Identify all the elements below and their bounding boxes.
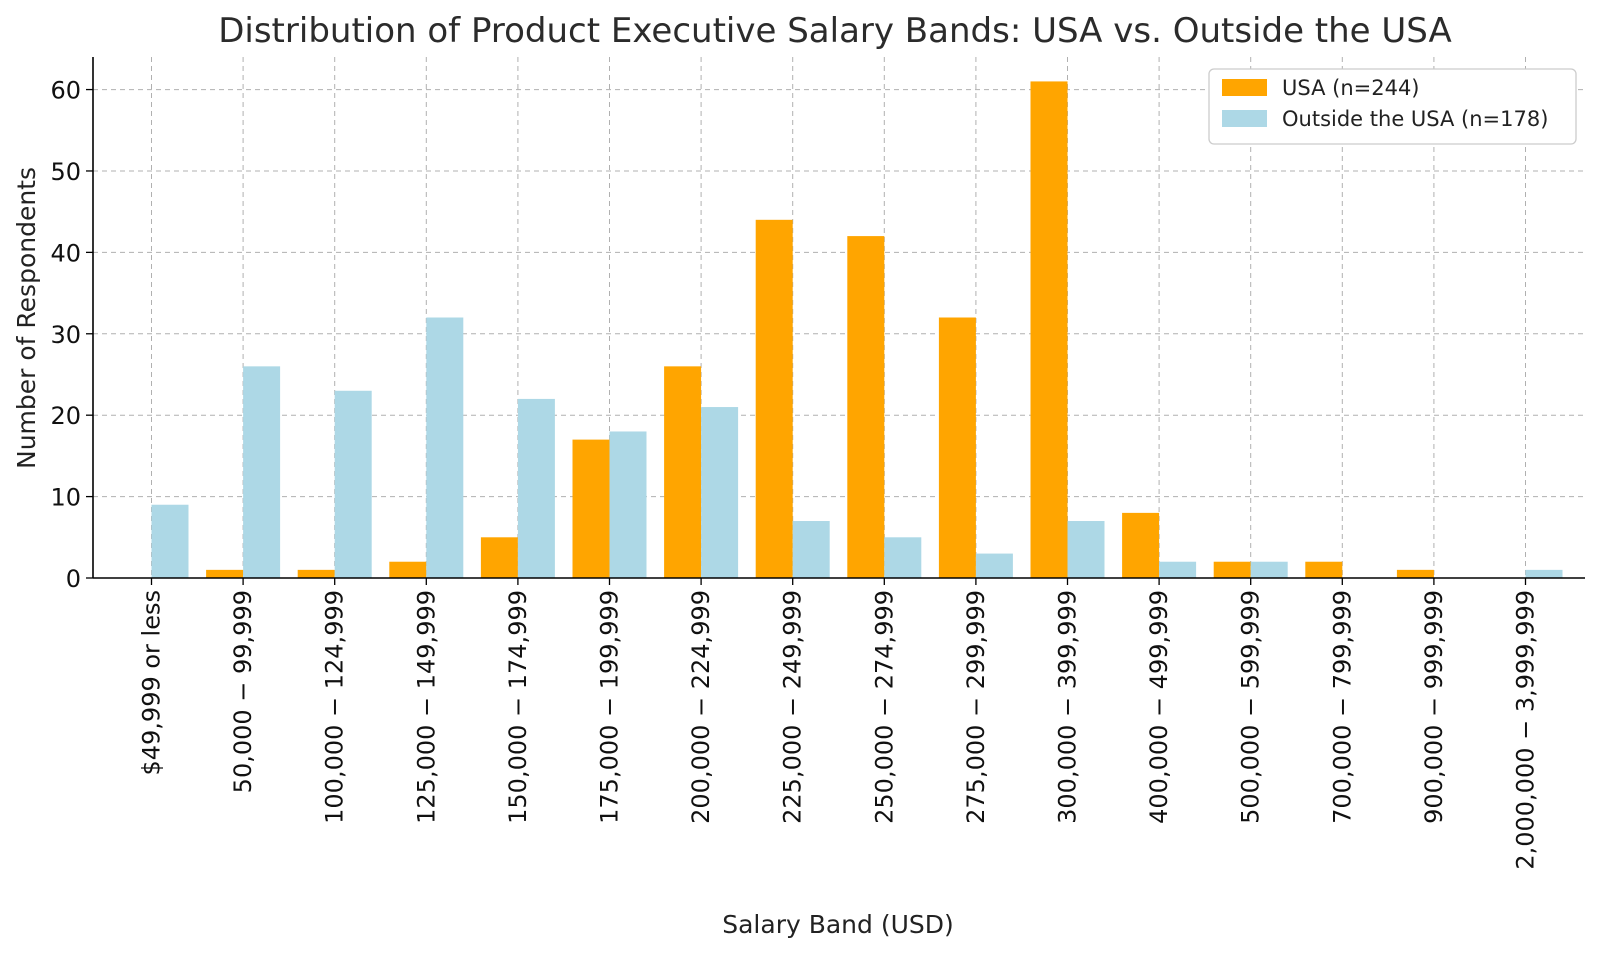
- bar-outside-usa: [792, 521, 830, 578]
- x-tick-label: 100,000 − 124,999: [321, 590, 349, 824]
- legend-frame: [1208, 68, 1577, 145]
- x-tick-label: 50,000 − 99,999: [229, 590, 257, 793]
- bar-outside-usa: [243, 366, 281, 578]
- legend-swatch: [1222, 79, 1267, 96]
- bar-usa: [389, 561, 427, 578]
- bar-usa: [297, 569, 335, 578]
- bar-outside-usa: [151, 504, 189, 578]
- y-tick-label: 10: [50, 484, 81, 512]
- legend: USA (n=244) Outside the USA (n=178): [1208, 68, 1577, 145]
- y-tick-label: 20: [50, 402, 81, 430]
- y-tick-label: 0: [66, 565, 81, 593]
- x-tick-label: 175,000 − 199,999: [596, 590, 624, 824]
- bar-outside-usa: [1159, 561, 1197, 578]
- bar-usa: [480, 537, 518, 578]
- x-tick-label: 225,000 − 249,999: [779, 590, 807, 824]
- x-tick-label: 150,000 − 174,999: [504, 590, 532, 824]
- x-axis-label: Salary Band (USD): [722, 910, 954, 939]
- bars-layer: [151, 81, 1563, 578]
- y-axis-label: Number of Respondents: [12, 167, 41, 469]
- axes-layer: [92, 57, 1585, 579]
- x-tick-label: 500,000 − 599,999: [1237, 590, 1265, 824]
- legend-swatch: [1222, 110, 1267, 127]
- bar-outside-usa: [975, 553, 1013, 578]
- y-tick-label: 60: [50, 77, 81, 105]
- bar-outside-usa: [334, 390, 372, 578]
- x-tick-label: 275,000 − 299,999: [962, 590, 990, 824]
- x-tick-label: $49,999 or less: [138, 590, 166, 776]
- legend-label: USA (n=244): [1282, 76, 1420, 100]
- x-tick-label: 400,000 − 499,999: [1145, 590, 1173, 824]
- x-tick-label: 900,000 − 999,999: [1420, 590, 1448, 824]
- chart-title: Distribution of Product Executive Salary…: [218, 11, 1452, 51]
- bar-usa: [1122, 512, 1160, 578]
- bar-outside-usa: [701, 407, 739, 578]
- x-tick-label: 250,000 − 274,999: [870, 590, 898, 824]
- x-tick-label: 2,000,000 − 3,999,999: [1512, 590, 1540, 870]
- bar-usa: [1030, 81, 1068, 578]
- bar-usa: [572, 439, 610, 578]
- y-tick-label: 40: [50, 239, 81, 267]
- x-tick-label: 125,000 − 149,999: [412, 590, 440, 824]
- x-tick-label: 700,000 − 799,999: [1328, 590, 1356, 824]
- bar-outside-usa: [884, 537, 922, 578]
- bar-outside-usa: [1067, 521, 1105, 578]
- legend-label: Outside the USA (n=178): [1282, 107, 1548, 131]
- bar-outside-usa: [517, 398, 555, 578]
- bar-outside-usa: [1250, 561, 1288, 578]
- bar-usa: [664, 366, 702, 578]
- y-tick-label: 30: [50, 321, 81, 349]
- bar-usa: [1305, 561, 1343, 578]
- y-tick-label: 50: [50, 158, 81, 186]
- x-tick-label: 300,000 − 399,999: [1054, 590, 1082, 824]
- bar-usa: [938, 317, 976, 578]
- bar-usa: [755, 219, 793, 578]
- bar-outside-usa: [1525, 569, 1563, 578]
- bar-usa: [206, 569, 244, 578]
- bar-outside-usa: [609, 431, 647, 578]
- bar-usa: [1396, 569, 1434, 578]
- y-ticks: 0 10 20 30 40 50 60: [50, 77, 93, 593]
- bar-outside-usa: [426, 317, 464, 578]
- bar-usa: [1213, 561, 1251, 578]
- x-tick-label: 200,000 − 224,999: [687, 590, 715, 824]
- x-ticks: $49,999 or less 50,000 − 99,999 100,000 − …: [138, 578, 1540, 870]
- bar-usa: [847, 236, 885, 578]
